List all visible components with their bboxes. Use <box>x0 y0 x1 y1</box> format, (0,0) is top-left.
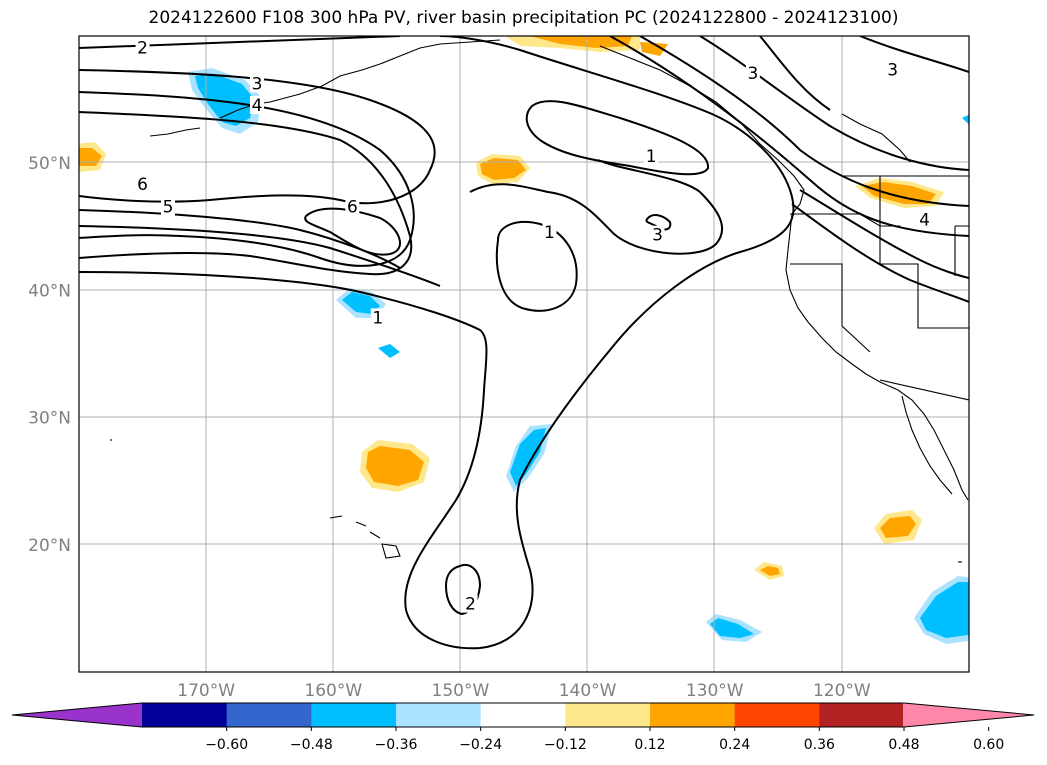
contour-label: 1 <box>372 308 383 328</box>
contour-label: 2 <box>465 595 476 615</box>
lon-tick-label: 130°W <box>686 681 744 701</box>
colorbar-bin <box>480 703 566 727</box>
precip-negative-region <box>342 292 380 314</box>
pv-contours <box>79 36 969 650</box>
colorbar-bin <box>142 703 228 727</box>
lat-tick-label: 40°N <box>28 281 71 301</box>
colorbar-extend-min <box>12 703 143 727</box>
colorbar-outline <box>11 702 1035 728</box>
contour-label-bg <box>542 223 557 242</box>
contour-label-bg <box>370 308 385 327</box>
lon-tick-label: 150°W <box>432 681 490 701</box>
colorbar-tick-label: −0.36 <box>375 737 418 753</box>
precip-positive-region <box>880 516 916 538</box>
precip-negative-region <box>195 74 255 126</box>
contour-label: 2 <box>137 39 148 59</box>
contour-label: 6 <box>347 198 358 218</box>
precip-negative-region <box>510 428 546 486</box>
contour-label-bg <box>644 146 659 165</box>
map-title: 2024122600 F108 300 hPa PV, river basin … <box>148 8 899 28</box>
colorbar-bin <box>396 703 482 727</box>
contour-label: 3 <box>887 60 898 80</box>
colorbar-bin <box>311 703 397 727</box>
precip-positive-region <box>530 36 632 48</box>
precip-positive-region <box>366 446 424 486</box>
colorbar-tick-label: 0.12 <box>634 737 665 753</box>
precip-positive-region <box>480 158 526 180</box>
latitude-labels: 50°N 40°N 30°N 20°N <box>28 154 71 556</box>
lon-tick-label: 140°W <box>559 681 617 701</box>
contour-label: 1 <box>646 147 657 167</box>
contour-label: 4 <box>252 96 263 116</box>
colorbar: −0.60 −0.48 −0.36 −0.24 −0.12 0.12 0.24 0.36 0.4… <box>11 702 1035 753</box>
contour-label: 6 <box>137 175 148 195</box>
colorbar-tick-label: 0.24 <box>719 737 750 753</box>
longitude-labels: 170°W 160°W 150°W 140°W 130°W 120°W <box>177 681 871 701</box>
contour-label: 3 <box>747 64 758 84</box>
colorbar-tick-label: −0.12 <box>544 737 587 753</box>
coastlines <box>110 39 969 563</box>
contour-label: 1 <box>544 223 555 243</box>
colorbar-bin <box>819 703 905 727</box>
contour-label-bg <box>135 38 150 57</box>
contour-label-bg <box>885 60 900 79</box>
contour-label-bg <box>650 225 665 244</box>
contour-label-bg <box>463 594 478 613</box>
contour-label: 3 <box>252 74 263 94</box>
contour-label-bg <box>917 210 932 229</box>
precip-positive-region <box>640 42 668 56</box>
contour-label-bg <box>250 74 264 93</box>
map-frame <box>78 35 970 673</box>
contour-label: 5 <box>163 198 174 218</box>
precip-positive-region <box>760 566 780 576</box>
colorbar-bin <box>226 703 312 727</box>
contour-label-bg <box>161 197 175 216</box>
contour-label: 3 <box>652 226 663 246</box>
colorbar-tick-label: 0.60 <box>973 737 1004 753</box>
lat-tick-label: 30°N <box>28 409 71 429</box>
contour-label-bg <box>345 197 360 216</box>
colorbar-extend-max <box>903 703 1034 727</box>
colorbar-tick-label: −0.48 <box>290 737 333 753</box>
precip-negative-region <box>710 618 754 638</box>
lat-tick-label: 20°N <box>28 536 71 556</box>
contour-label-bg <box>250 95 264 114</box>
lat-tick-label: 50°N <box>28 154 71 174</box>
lon-tick-label: 170°W <box>177 681 235 701</box>
contour-label-bg <box>745 64 760 83</box>
precip-negative-region <box>378 344 400 358</box>
colorbar-bin <box>565 703 651 727</box>
colorbar-bin <box>734 703 820 727</box>
colorbar-tick-label: 0.48 <box>888 737 919 753</box>
precip-negative-region <box>920 582 969 638</box>
lon-tick-label: 160°W <box>304 681 362 701</box>
colorbar-tick-label: −0.60 <box>205 737 248 753</box>
contour-label: 4 <box>919 210 930 230</box>
lon-tick-label: 120°W <box>813 681 871 701</box>
colorbar-tick-label: −0.24 <box>459 737 502 753</box>
colorbar-bin <box>650 703 736 727</box>
contour-label-bg <box>135 174 150 193</box>
colorbar-tick-label: 0.36 <box>804 737 835 753</box>
map-gridlines <box>79 36 969 672</box>
precip-negative-region <box>962 114 969 125</box>
